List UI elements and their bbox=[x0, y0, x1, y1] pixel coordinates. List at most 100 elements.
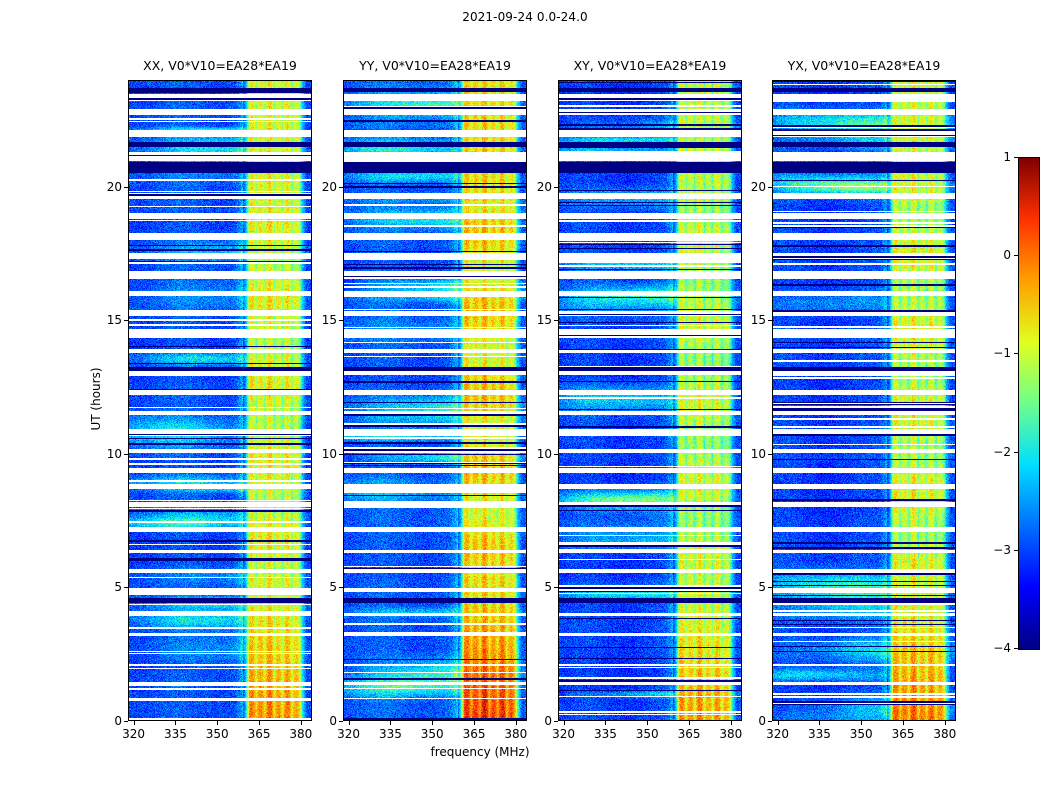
x-tick-mark bbox=[944, 721, 946, 725]
subplot-title-yx: YX, V0*V10=EA28*EA19 bbox=[787, 58, 941, 73]
y-tick-mark bbox=[124, 186, 128, 188]
subplot-title-xx: XX, V0*V10=EA28*EA19 bbox=[143, 58, 297, 73]
x-tick-mark bbox=[689, 721, 691, 725]
y-tick-label: 10 bbox=[106, 446, 122, 461]
x-tick-label: 335 bbox=[593, 727, 617, 741]
y-tick-mark bbox=[554, 186, 558, 188]
subplot-title-xy: XY, V0*V10=EA28*EA19 bbox=[573, 58, 727, 73]
y-tick-mark bbox=[124, 453, 128, 455]
colorbar-tick-mark bbox=[1014, 255, 1018, 257]
x-tick-label: 320 bbox=[766, 727, 790, 741]
y-tick-label: 10 bbox=[750, 446, 766, 461]
y-tick-mark bbox=[768, 587, 772, 589]
figure-suptitle: 2021-09-24 0.0-24.0 bbox=[462, 10, 588, 24]
x-tick-mark bbox=[348, 721, 350, 725]
x-tick-mark bbox=[175, 721, 177, 725]
subplot-yx[interactable]: YX, V0*V10=EA28*EA19 320 335 350 365 380 0 5 10 1… bbox=[751, 58, 957, 741]
y-tick-mark bbox=[339, 721, 343, 722]
x-tick-label: 350 bbox=[205, 727, 229, 741]
y-tick-label: 15 bbox=[321, 313, 337, 328]
y-tick-mark bbox=[124, 587, 128, 589]
y-tick-mark bbox=[124, 320, 128, 322]
y-tick-label: 20 bbox=[321, 179, 337, 194]
x-tick-label: 320 bbox=[122, 727, 146, 741]
x-tick-mark bbox=[563, 721, 565, 725]
y-tick-label: 5 bbox=[114, 580, 122, 595]
colorbar-tick-mark bbox=[1014, 648, 1018, 649]
dynamic-spectrum-xx bbox=[129, 81, 311, 720]
y-tick-label: 15 bbox=[536, 313, 552, 328]
colorbar-tick-mark bbox=[1014, 157, 1018, 158]
x-tick-mark bbox=[259, 721, 261, 725]
x-tick-mark bbox=[390, 721, 392, 725]
x-tick-label: 365 bbox=[462, 727, 486, 741]
x-tick-mark bbox=[300, 721, 302, 725]
subplot-xx[interactable]: XX, V0*V10=EA28*EA19 320 335 350 365 380 0 5 10 1… bbox=[107, 58, 313, 741]
x-tick-mark bbox=[647, 721, 649, 725]
y-tick-mark bbox=[339, 186, 343, 188]
subplot-xy[interactable]: XY, V0*V10=EA28*EA19 320 335 350 365 380 0 5 10 1… bbox=[537, 58, 743, 741]
x-axis-label: frequency (MHz) bbox=[430, 745, 530, 759]
x-tick-label: 380 bbox=[933, 727, 957, 741]
x-tick-mark bbox=[432, 721, 434, 725]
x-tick-mark bbox=[861, 721, 863, 725]
x-tick-mark bbox=[819, 721, 821, 725]
x-tick-label: 365 bbox=[891, 727, 915, 741]
y-tick-mark bbox=[554, 320, 558, 322]
y-tick-mark bbox=[768, 453, 772, 455]
colorbar-tick-mark bbox=[1014, 451, 1018, 453]
x-tick-label: 335 bbox=[807, 727, 831, 741]
x-tick-label: 350 bbox=[420, 727, 444, 741]
x-tick-label: 335 bbox=[163, 727, 187, 741]
subplot-yy[interactable]: YY, V0*V10=EA28*EA19 320 335 350 365 380 0 5 10 1… bbox=[322, 58, 528, 741]
colorbar-tick-label: −1 bbox=[993, 346, 1011, 361]
y-tick-mark bbox=[339, 320, 343, 322]
x-tick-mark bbox=[730, 721, 732, 725]
x-tick-label: 350 bbox=[849, 727, 873, 741]
x-tick-label: 335 bbox=[378, 727, 402, 741]
dynamic-spectrum-xy bbox=[559, 81, 741, 720]
x-tick-mark bbox=[474, 721, 476, 725]
colorbar: −4−3−2−101 log10 amplitude bbox=[993, 150, 1040, 655]
x-tick-label: 380 bbox=[504, 727, 528, 741]
y-tick-label: 0 bbox=[329, 714, 337, 728]
y-tick-label: 20 bbox=[536, 179, 552, 194]
y-tick-label: 5 bbox=[329, 580, 337, 595]
y-axis-label: UT (hours) bbox=[89, 367, 103, 431]
y-tick-label: 15 bbox=[106, 313, 122, 328]
y-tick-mark bbox=[554, 721, 558, 722]
colorbar-tick-label: −2 bbox=[993, 444, 1011, 459]
x-tick-label: 350 bbox=[635, 727, 659, 741]
dynamic-spectrum-yy bbox=[344, 81, 526, 720]
y-tick-mark bbox=[339, 453, 343, 455]
y-tick-label: 0 bbox=[544, 714, 552, 728]
y-tick-mark bbox=[768, 320, 772, 322]
x-tick-label: 380 bbox=[719, 727, 743, 741]
y-tick-mark bbox=[554, 453, 558, 455]
colorbar-tick-label: 1 bbox=[1003, 150, 1011, 164]
y-tick-mark bbox=[554, 587, 558, 589]
y-tick-label: 20 bbox=[750, 179, 766, 194]
y-tick-label: 0 bbox=[114, 714, 122, 728]
x-tick-label: 320 bbox=[337, 727, 361, 741]
x-tick-label: 380 bbox=[289, 727, 313, 741]
colorbar-gradient bbox=[1018, 157, 1040, 650]
x-tick-mark bbox=[605, 721, 607, 725]
x-tick-mark bbox=[515, 721, 517, 725]
colorbar-tick-label: −3 bbox=[993, 542, 1011, 557]
colorbar-tick-label: −4 bbox=[993, 641, 1011, 655]
y-tick-label: 5 bbox=[544, 580, 552, 595]
y-tick-mark bbox=[768, 186, 772, 188]
x-tick-mark bbox=[133, 721, 135, 725]
y-tick-label: 5 bbox=[758, 580, 766, 595]
y-tick-label: 20 bbox=[106, 179, 122, 194]
y-tick-label: 10 bbox=[536, 446, 552, 461]
x-tick-label: 365 bbox=[677, 727, 701, 741]
y-tick-mark bbox=[768, 721, 772, 722]
y-tick-mark bbox=[124, 721, 128, 722]
x-tick-label: 365 bbox=[247, 727, 271, 741]
y-tick-label: 15 bbox=[750, 313, 766, 328]
x-tick-mark bbox=[777, 721, 779, 725]
colorbar-tick-mark bbox=[1014, 353, 1018, 355]
subplot-title-yy: YY, V0*V10=EA28*EA19 bbox=[359, 58, 511, 73]
